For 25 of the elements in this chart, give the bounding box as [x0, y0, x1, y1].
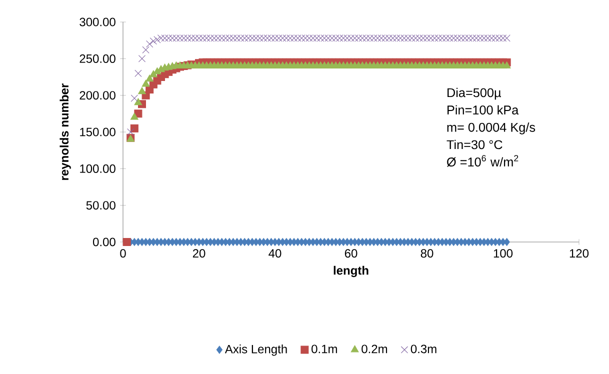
y-tick-label: 200.00: [80, 91, 116, 100]
x-axis-title: length: [334, 266, 368, 278]
x-tick-label: 100: [494, 249, 513, 258]
annotation: Ø =10$^{6}$ w/m$^{2}$: [446, 155, 518, 167]
y-axis-title: reynolds number: [60, 84, 71, 180]
y-tick-label: 0.00: [92, 238, 116, 246]
annotation: Pin=100 kPa: [448, 105, 519, 115]
x-tick-label: 40: [268, 249, 282, 258]
legend-label: 0.1m: [312, 344, 337, 354]
x-tick-label: 80: [420, 249, 434, 258]
annotation: m= 0.0004 Kg/s: [447, 122, 536, 134]
y-tick-label: 300.00: [80, 18, 116, 26]
legend-label: 0.3m: [410, 344, 436, 354]
y-tick-label: 250.00: [80, 54, 116, 63]
y-tick-label: 100.00: [80, 164, 116, 173]
x-tick-label: 0: [120, 249, 126, 258]
annotation: Tin=30 °C: [446, 140, 502, 150]
x-tick-label: 120: [570, 249, 589, 258]
annotation: Dia=500µ: [448, 88, 502, 100]
legend-label: Axis Length: [224, 344, 287, 356]
y-tick-label: 150.00: [80, 128, 116, 136]
x-tick-label: 60: [344, 249, 358, 258]
y-tick-label: 50.00: [86, 201, 116, 210]
legend-label: 0.2m: [362, 344, 388, 354]
x-tick-label: 20: [192, 249, 206, 258]
